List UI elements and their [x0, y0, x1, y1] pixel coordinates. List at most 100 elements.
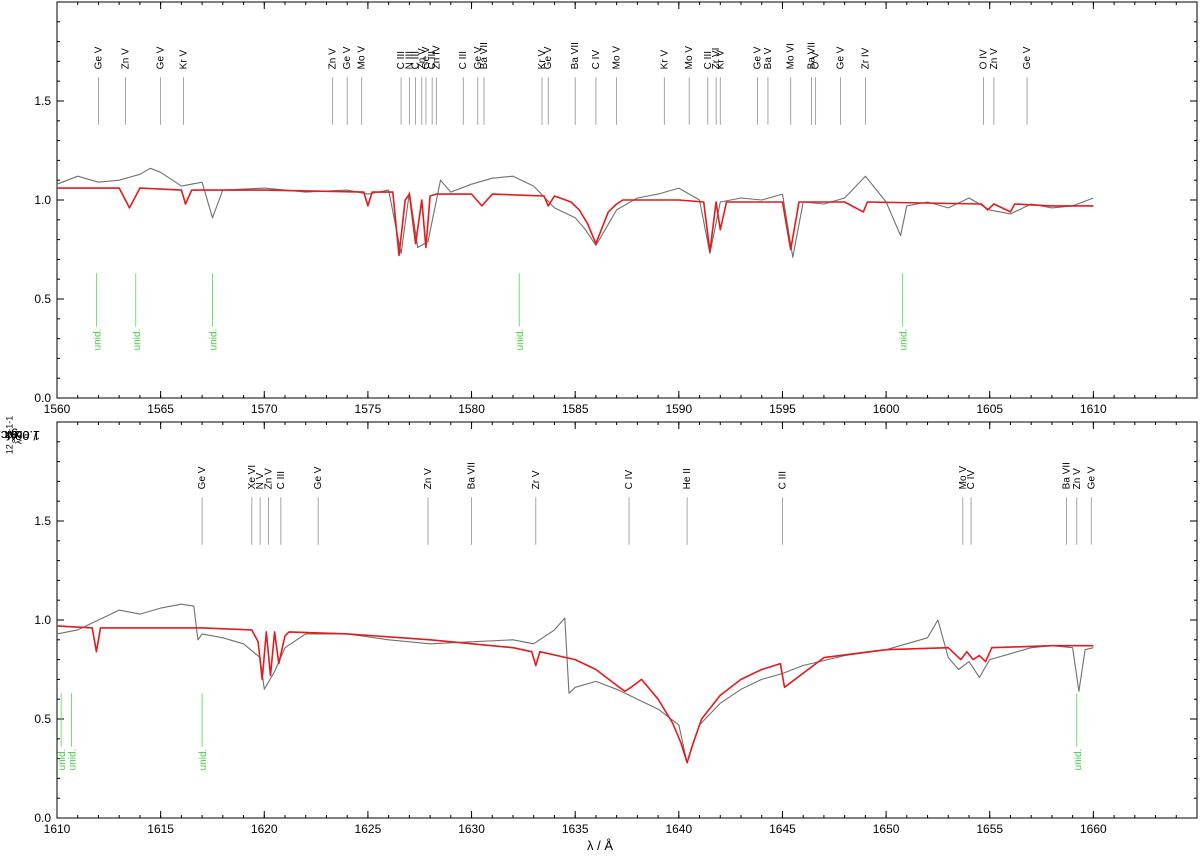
line-id-label: C IV	[591, 50, 602, 70]
line-id-label: C III	[411, 51, 422, 69]
y-tick-label: 1.0	[34, 193, 51, 207]
x-tick-label: 1600	[873, 402, 900, 416]
line-id-label: Ge V	[835, 46, 846, 69]
y-tick-label: 0.5	[34, 292, 51, 306]
model-spectrum-line	[57, 187, 1094, 257]
line-id-label: Ge V	[156, 46, 167, 69]
line-id-label: Zn V	[417, 48, 428, 69]
line-id-label: Ge V	[753, 46, 764, 69]
line-id-label: Ba VII	[806, 42, 817, 69]
line-id-label: C III	[703, 51, 714, 69]
x-tick-label: 1580	[458, 402, 485, 416]
line-id-label: Ba VII	[467, 462, 478, 489]
line-id-label: Mo V	[612, 46, 623, 70]
x-tick-label: 1635	[562, 822, 589, 836]
x-tick-label: 1650	[873, 822, 900, 836]
line-id-label: C IV	[624, 470, 635, 490]
line-id-label: Ge V	[313, 466, 324, 489]
line-id-label: Ba V	[763, 47, 774, 69]
x-tick-label: 1630	[458, 822, 485, 836]
line-id-label: Mo V	[958, 466, 969, 490]
x-tick-label: 1560	[44, 402, 71, 416]
x-tick-label: 1660	[1080, 822, 1107, 836]
line-id-label: Ba VII	[1061, 462, 1072, 489]
unid-label: unid.	[57, 749, 68, 771]
line-id-label: Kr V	[659, 50, 670, 70]
observed-spectrum-line	[56, 167, 1094, 258]
line-id-label: Ge V	[93, 46, 104, 69]
line-id-label: C III	[777, 471, 788, 489]
observed-spectrum-line	[56, 603, 1094, 764]
line-id-label: Ba VII	[570, 42, 581, 69]
line-id-label: Zn V	[120, 48, 131, 69]
line-id-label: Xe VI	[247, 465, 258, 489]
line-id-label: Ge V	[197, 466, 208, 489]
panel-top: 1560 1565 1570 1575 1580 1585 1590 1595 1600 1605…	[34, 1, 1198, 416]
line-id-label: N III	[404, 51, 415, 69]
x-tick-label: 1590	[665, 402, 692, 416]
line-id-label: Zn IV	[431, 45, 442, 69]
line-id-label: O V	[811, 52, 822, 70]
line-id-label: Ge V	[1022, 46, 1033, 69]
panel-bottom: 1610 1615 1620 1625 1630 1635 1640 1645 1650 1655…	[34, 421, 1198, 836]
y-tick-label: 1.5	[34, 94, 51, 108]
y-tick-label: 0.0	[34, 811, 51, 825]
line-id-label: C III	[396, 51, 407, 69]
unid-label: unid.	[899, 329, 910, 351]
x-tick-label: 1645	[769, 822, 796, 836]
unid-label: unid.	[1073, 749, 1084, 771]
unid-label: unid.	[208, 329, 219, 351]
line-id-label: Ge V	[342, 46, 353, 69]
x-tick-label: 1615	[147, 822, 174, 836]
line-id-label: Zr V	[531, 470, 542, 489]
line-id-label: Kr V	[537, 50, 548, 70]
x-tick-label: 1585	[562, 402, 589, 416]
x-tick-label: 1605	[976, 402, 1003, 416]
line-id-label: Zn V	[1072, 468, 1083, 489]
x-tick-label: 1565	[147, 402, 174, 416]
line-id-label: Mo VI	[786, 43, 797, 69]
line-id-label: N V	[255, 472, 266, 489]
unid-label: unid.	[515, 329, 526, 351]
line-id-label: He II	[682, 468, 693, 489]
model-spectrum-line	[56, 625, 1094, 764]
y-tick-label: 1.0	[34, 613, 51, 627]
x-tick-label: 1610	[44, 822, 71, 836]
line-id-label: Zn V	[989, 48, 1000, 69]
line-id-label: Mo V	[684, 46, 695, 70]
line-id-label: O IV	[979, 49, 990, 69]
line-id-label: Ge V	[543, 46, 554, 69]
line-id-label: Kr V	[178, 50, 189, 70]
y-tick-label: 1.5	[34, 514, 51, 528]
y-tick-label: 0.5	[34, 712, 51, 726]
x-tick-label: 1575	[355, 402, 382, 416]
y-axis-label: 1.08 x 1012 x fλ / erg cm-2 s-1 Å-1	[0, 415, 41, 455]
line-id-label: Ge V	[1086, 466, 1097, 489]
line-id-label: Ge V	[421, 46, 432, 69]
unid-label: unid.	[92, 329, 103, 351]
x-axis-label: λ / Å	[586, 838, 613, 853]
x-tick-label: 1570	[251, 402, 278, 416]
line-id-label: Ba VII	[479, 42, 490, 69]
unid-label: unid.	[68, 749, 79, 771]
x-tick-label: 1655	[976, 822, 1003, 836]
line-id-label: Zr IV	[860, 47, 871, 69]
line-id-label: C III	[458, 51, 469, 69]
unid-label: unid.	[132, 329, 143, 351]
unid-label: unid.	[198, 749, 209, 771]
x-tick-label: 1640	[665, 822, 692, 836]
line-id-label: C III	[276, 471, 287, 489]
x-tick-label: 1620	[251, 822, 278, 836]
line-id-label: C III	[427, 51, 438, 69]
line-id-label: Ge V	[473, 46, 484, 69]
x-tick-label: 1610	[1080, 402, 1107, 416]
line-id-label: C IV	[966, 470, 977, 490]
x-tick-label: 1595	[769, 402, 796, 416]
line-id-label: Zn V	[423, 468, 434, 489]
y-tick-label: 0.0	[34, 391, 51, 405]
line-id-label: Mo V	[357, 46, 368, 70]
line-id-label: Zn V	[328, 48, 339, 69]
x-tick-label: 1625	[355, 822, 382, 836]
